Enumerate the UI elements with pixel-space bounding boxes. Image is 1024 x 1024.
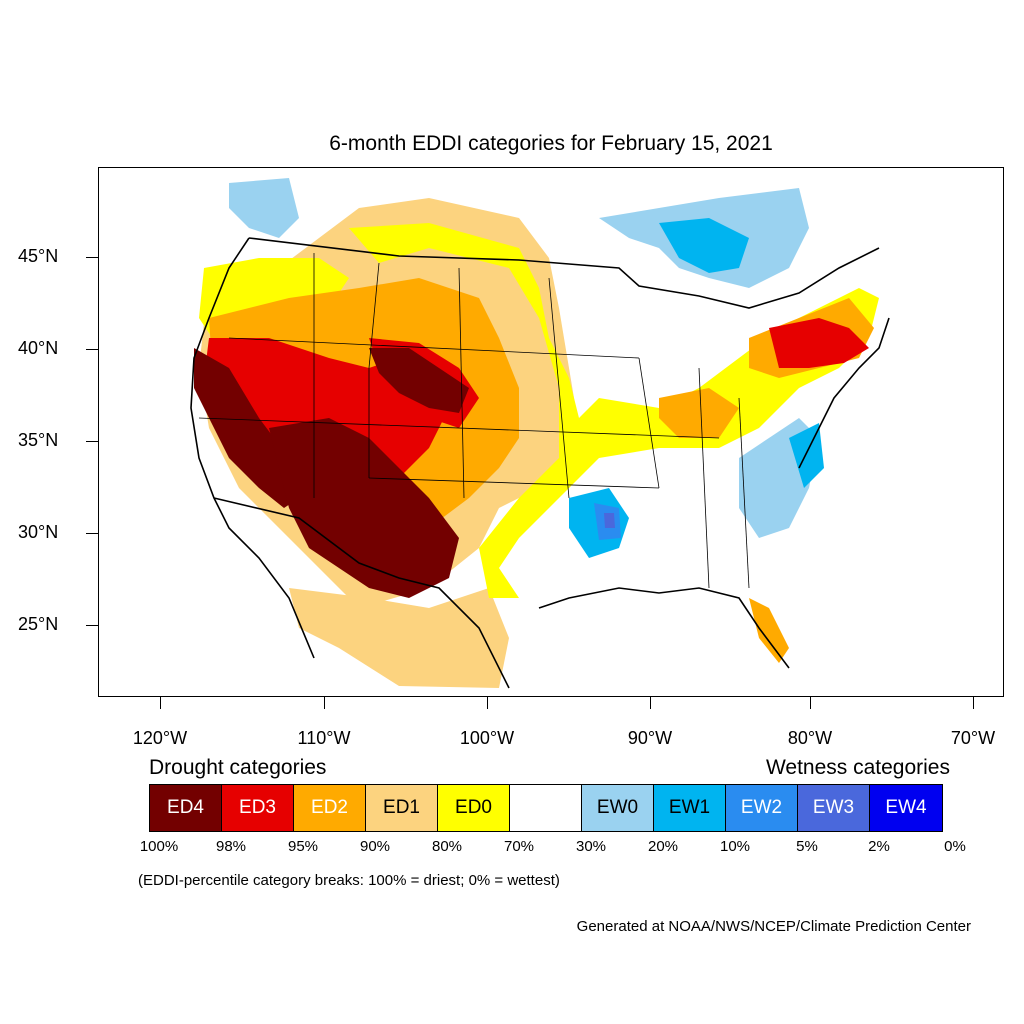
legend-swatch: ED2 bbox=[294, 785, 366, 831]
lon-tick bbox=[810, 697, 811, 709]
state-borders bbox=[198, 253, 750, 589]
lon-tick bbox=[160, 697, 161, 709]
lon-tick bbox=[324, 697, 325, 709]
lon-label: 120°W bbox=[132, 728, 188, 748]
percentile-break-label: 95% bbox=[287, 838, 319, 855]
lon-label: 80°W bbox=[787, 728, 833, 748]
percentile-break-label: 0% bbox=[944, 838, 966, 855]
region-ed4-california bbox=[194, 348, 299, 508]
region-ed3-northeast bbox=[769, 318, 869, 368]
percentile-break-label: 70% bbox=[503, 838, 535, 855]
legend-swatch: ED3 bbox=[222, 785, 294, 831]
lat-tick bbox=[86, 441, 98, 442]
lon-label: 100°W bbox=[459, 728, 515, 748]
lat-label: 35°N bbox=[18, 430, 59, 450]
lon-label: 70°W bbox=[950, 728, 996, 748]
lat-label: 25°N bbox=[18, 614, 59, 634]
percentile-break-label: 2% bbox=[868, 838, 890, 855]
credit-line: Generated at NOAA/NWS/NCEP/Climate Predi… bbox=[576, 918, 971, 935]
legend-swatch: EW0 bbox=[582, 785, 654, 831]
region-ed0-north bbox=[349, 223, 879, 598]
region-ew3-south bbox=[604, 513, 615, 528]
lat-tick bbox=[86, 349, 98, 350]
lon-tick bbox=[487, 697, 488, 709]
map-title: 6-month EDDI categories for February 15,… bbox=[329, 132, 773, 155]
percentile-break-label: 5% bbox=[796, 838, 818, 855]
lat-tick bbox=[86, 257, 98, 258]
lat-label: 40°N bbox=[18, 338, 59, 358]
legend-swatch: EW3 bbox=[798, 785, 870, 831]
lat-label: 30°N bbox=[18, 522, 59, 542]
legend-swatch: EW1 bbox=[654, 785, 726, 831]
region-ew0-northwest bbox=[229, 178, 299, 238]
lon-label: 90°W bbox=[627, 728, 673, 748]
legend-swatch: EW2 bbox=[726, 785, 798, 831]
percentile-break-label: 98% bbox=[215, 838, 247, 855]
wetness-heading: Wetness categories bbox=[765, 756, 950, 779]
percentile-break-label: 30% bbox=[575, 838, 607, 855]
lat-tick bbox=[86, 625, 98, 626]
map-panel bbox=[98, 167, 1004, 697]
category-legend: ED4 ED3 ED2 ED1 ED0 EW0 EW1 EW2 EW3 EW4 bbox=[149, 784, 943, 832]
percentile-break-label: 100% bbox=[139, 838, 179, 855]
region-ed2-florida bbox=[749, 598, 789, 663]
legend-swatch: ED1 bbox=[366, 785, 438, 831]
percentile-break-label: 90% bbox=[359, 838, 391, 855]
legend-swatch bbox=[510, 785, 582, 831]
percentile-break-label: 20% bbox=[647, 838, 679, 855]
legend-swatch: ED4 bbox=[150, 785, 222, 831]
lat-tick bbox=[86, 533, 98, 534]
region-ed4-rockies bbox=[369, 348, 469, 413]
legend-swatch: EW4 bbox=[870, 785, 942, 831]
percentile-break-label: 80% bbox=[431, 838, 463, 855]
percentile-break-label: 10% bbox=[719, 838, 751, 855]
legend-swatch: ED0 bbox=[438, 785, 510, 831]
eddi-map bbox=[187, 178, 929, 689]
lon-tick bbox=[973, 697, 974, 709]
drought-heading: Drought categories bbox=[149, 756, 327, 779]
region-ew1-great-lakes bbox=[659, 218, 749, 273]
lat-label: 45°N bbox=[18, 246, 59, 266]
lon-tick bbox=[650, 697, 651, 709]
region-ed1-mexico bbox=[289, 588, 509, 688]
region-ew1-carolina bbox=[789, 423, 824, 488]
region-ed2-midwest bbox=[659, 388, 739, 438]
region-ed4-four-corners bbox=[269, 418, 459, 598]
category-note: (EDDI-percentile category breaks: 100% =… bbox=[138, 872, 560, 889]
coastline-and-borders bbox=[190, 237, 890, 689]
lon-label: 110°W bbox=[297, 728, 351, 748]
